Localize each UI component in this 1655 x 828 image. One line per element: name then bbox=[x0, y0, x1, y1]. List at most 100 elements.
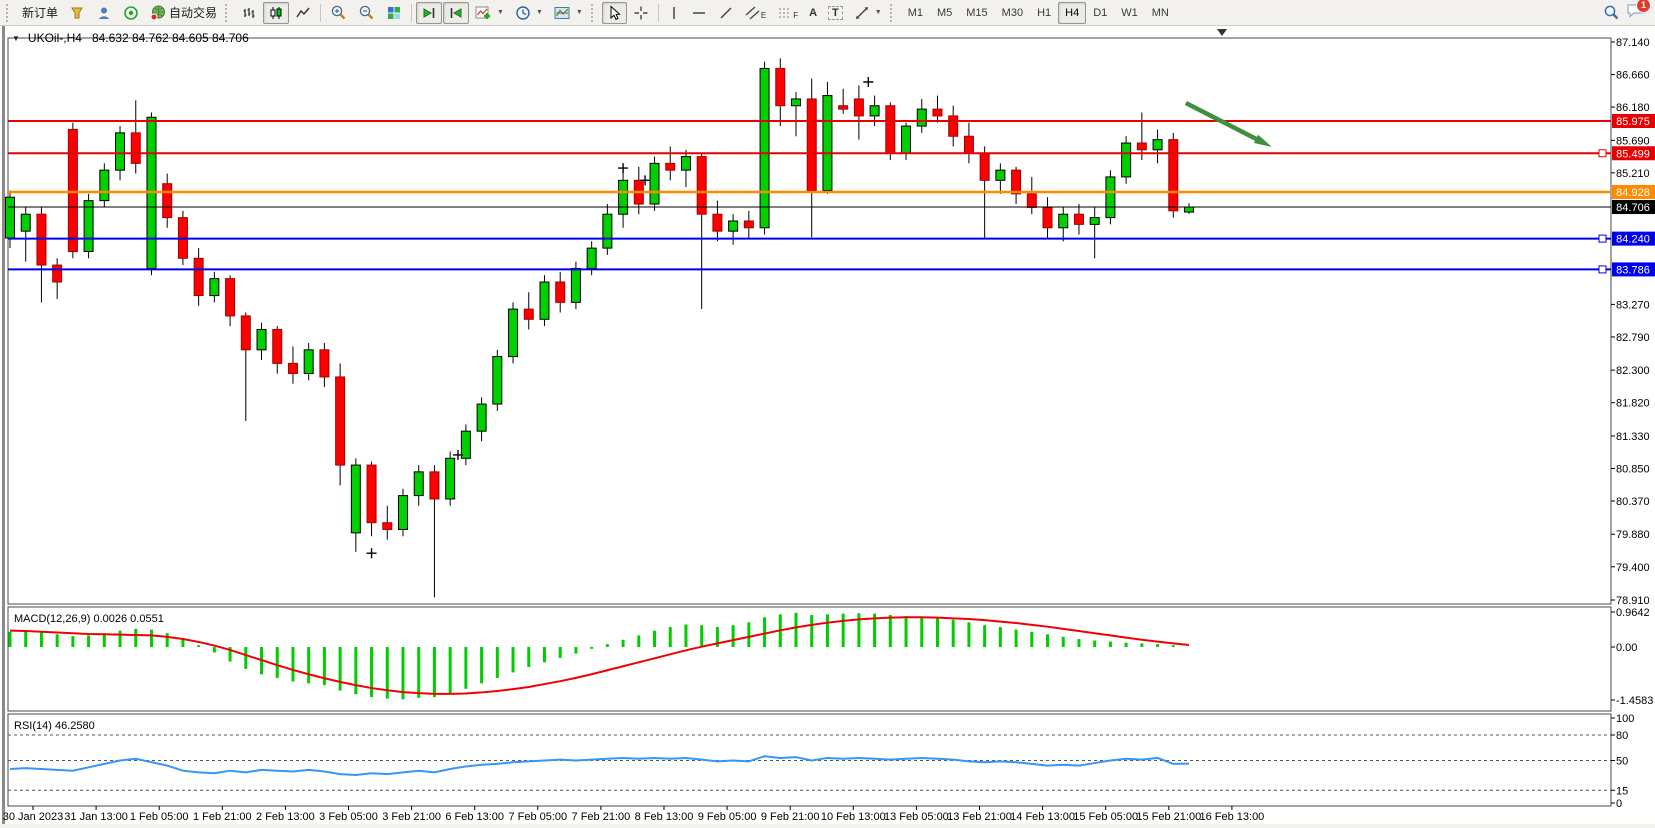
candle-body bbox=[1058, 213, 1069, 229]
candle-body bbox=[5, 196, 15, 239]
time-axis-label: 30 Jan 2023 bbox=[3, 811, 64, 823]
time-axis-label: 8 Feb 13:00 bbox=[635, 811, 694, 823]
candle-body bbox=[1184, 206, 1194, 213]
zoom-in-button[interactable] bbox=[325, 2, 352, 24]
vertical-line-tool-button[interactable] bbox=[663, 2, 685, 24]
dropdown-icon[interactable]: ▼ bbox=[535, 9, 543, 16]
rsi-axis-label: 50 bbox=[1616, 756, 1628, 768]
periods-button[interactable]: ▼ bbox=[510, 2, 548, 24]
candle-body bbox=[287, 362, 298, 375]
price-badge-label: 84.240 bbox=[1616, 234, 1650, 246]
gold-funnel-icon bbox=[71, 7, 83, 18]
template-icon bbox=[554, 6, 570, 19]
bar-chart-mode-button[interactable] bbox=[236, 2, 262, 24]
dropdown-icon[interactable]: ▼ bbox=[874, 9, 882, 16]
timeframe-button-D1[interactable]: D1 bbox=[1093, 6, 1108, 19]
candle-body bbox=[256, 328, 267, 351]
candle-body bbox=[413, 471, 424, 497]
dropdown-icon[interactable]: ▼ bbox=[575, 9, 583, 16]
time-axis-label: 1 Feb 05:00 bbox=[130, 811, 189, 823]
alerts-button[interactable] bbox=[118, 2, 144, 24]
price-axis-label: 82.790 bbox=[1616, 332, 1650, 344]
chart-canvas[interactable]: 87.140 86.660 86.180 85.690 85.210 83.270 82.7… bbox=[0, 26, 1655, 828]
candle-body bbox=[335, 376, 346, 466]
collapse-arrow-icon[interactable]: ▼ bbox=[12, 33, 20, 43]
price-axis-label: 78.910 bbox=[1616, 595, 1650, 607]
toolbar-grip[interactable] bbox=[889, 3, 897, 22]
channel-tool-button[interactable]: E bbox=[740, 2, 771, 24]
new-order-button[interactable]: 新订单 bbox=[17, 2, 63, 24]
candle-body bbox=[1089, 217, 1100, 225]
price-axis-label: 80.370 bbox=[1616, 496, 1650, 508]
line-chart-mode-button[interactable] bbox=[290, 2, 316, 24]
timeframe-button-M1[interactable]: M1 bbox=[907, 6, 923, 19]
templates-button[interactable]: ▼ bbox=[549, 2, 588, 24]
zoom-out-button[interactable] bbox=[353, 2, 380, 24]
vertical-line-icon bbox=[673, 6, 675, 19]
candle-body bbox=[665, 162, 676, 171]
candle-body bbox=[696, 156, 707, 215]
main-toolbar: 新订单 自动交易 ▼ ▼ bbox=[0, 0, 1655, 26]
macd-axis-label: 0.00 bbox=[1616, 642, 1637, 654]
chart-shift-marker[interactable] bbox=[1217, 29, 1227, 36]
line-handle[interactable] bbox=[1598, 149, 1607, 158]
timeframe-button-H4[interactable]: H4 bbox=[1058, 1, 1087, 24]
rsi-axis-label: 80 bbox=[1616, 730, 1628, 742]
candle-body bbox=[712, 213, 723, 232]
indicators-button[interactable]: ▼ bbox=[470, 2, 509, 24]
window-left-frame bbox=[2, 26, 5, 828]
main-pane-border bbox=[7, 37, 1612, 605]
timeframe-button-M15[interactable]: M15 bbox=[966, 6, 988, 19]
fibonacci-icon bbox=[779, 8, 791, 17]
cursor-tool-button[interactable] bbox=[601, 1, 627, 24]
candle-body bbox=[649, 162, 660, 205]
text-tool-button[interactable]: A bbox=[804, 2, 822, 24]
toolbar-grip[interactable] bbox=[225, 3, 232, 22]
channel-tool-label: E bbox=[760, 11, 767, 20]
trend-arrow-line[interactable] bbox=[1184, 101, 1264, 145]
macd-axis-label: 0.9642 bbox=[1616, 607, 1650, 619]
candle-body bbox=[916, 108, 927, 127]
candle-body bbox=[67, 128, 78, 253]
fibonacci-tool-button[interactable]: F bbox=[772, 2, 803, 24]
dropdown-icon[interactable]: ▼ bbox=[497, 9, 504, 16]
line-handle[interactable] bbox=[1598, 265, 1607, 274]
timeframe-button-M30[interactable]: M30 bbox=[1001, 6, 1024, 19]
price-badge-label: 84.706 bbox=[1616, 202, 1650, 214]
candle-body bbox=[130, 132, 141, 164]
person-icon bbox=[98, 7, 110, 19]
candle-body bbox=[272, 328, 283, 364]
market-watch-button[interactable] bbox=[64, 2, 90, 24]
text-label-tool-button[interactable]: T bbox=[823, 2, 848, 24]
candle-body bbox=[539, 281, 550, 320]
arrows-tool-button[interactable]: ▼ bbox=[849, 2, 887, 24]
candle-body bbox=[1011, 169, 1022, 195]
timeframe-button-M5[interactable]: M5 bbox=[936, 6, 953, 19]
horizontal-line-tool-button[interactable] bbox=[686, 2, 712, 24]
notifications-button[interactable]: 1 bbox=[1626, 0, 1651, 24]
timeframe-button-MN[interactable]: MN bbox=[1151, 6, 1169, 19]
community-button[interactable] bbox=[91, 2, 117, 24]
price-axis-label: 81.820 bbox=[1616, 398, 1650, 410]
autotrading-button[interactable]: 自动交易 bbox=[145, 2, 222, 24]
search-icon[interactable] bbox=[1603, 4, 1620, 21]
crosshair-icon bbox=[634, 6, 648, 19]
tile-windows-button[interactable] bbox=[381, 2, 407, 24]
trade-marker-cross bbox=[863, 77, 874, 88]
macd-pane-border bbox=[7, 606, 1612, 712]
time-axis-label: 6 Feb 13:00 bbox=[445, 811, 504, 823]
toolbar-grip[interactable] bbox=[6, 3, 13, 22]
candlestick-mode-button[interactable] bbox=[263, 1, 290, 24]
timeframe-button-W1[interactable]: W1 bbox=[1121, 6, 1138, 19]
auto-scroll-button[interactable] bbox=[416, 1, 443, 24]
toolbar-grip[interactable] bbox=[590, 3, 598, 22]
line-handle[interactable] bbox=[1598, 234, 1607, 243]
zoom-out-icon bbox=[359, 5, 374, 20]
timeframe-button-H1[interactable]: H1 bbox=[1037, 6, 1052, 19]
crosshair-tool-button[interactable] bbox=[628, 2, 654, 24]
price-axis-label: 79.880 bbox=[1616, 529, 1650, 541]
trendline-tool-button[interactable] bbox=[713, 2, 739, 24]
time-axis-label: 9 Feb 21:00 bbox=[761, 811, 820, 823]
chart-shift-button[interactable] bbox=[443, 1, 470, 24]
candle-body bbox=[382, 522, 393, 530]
